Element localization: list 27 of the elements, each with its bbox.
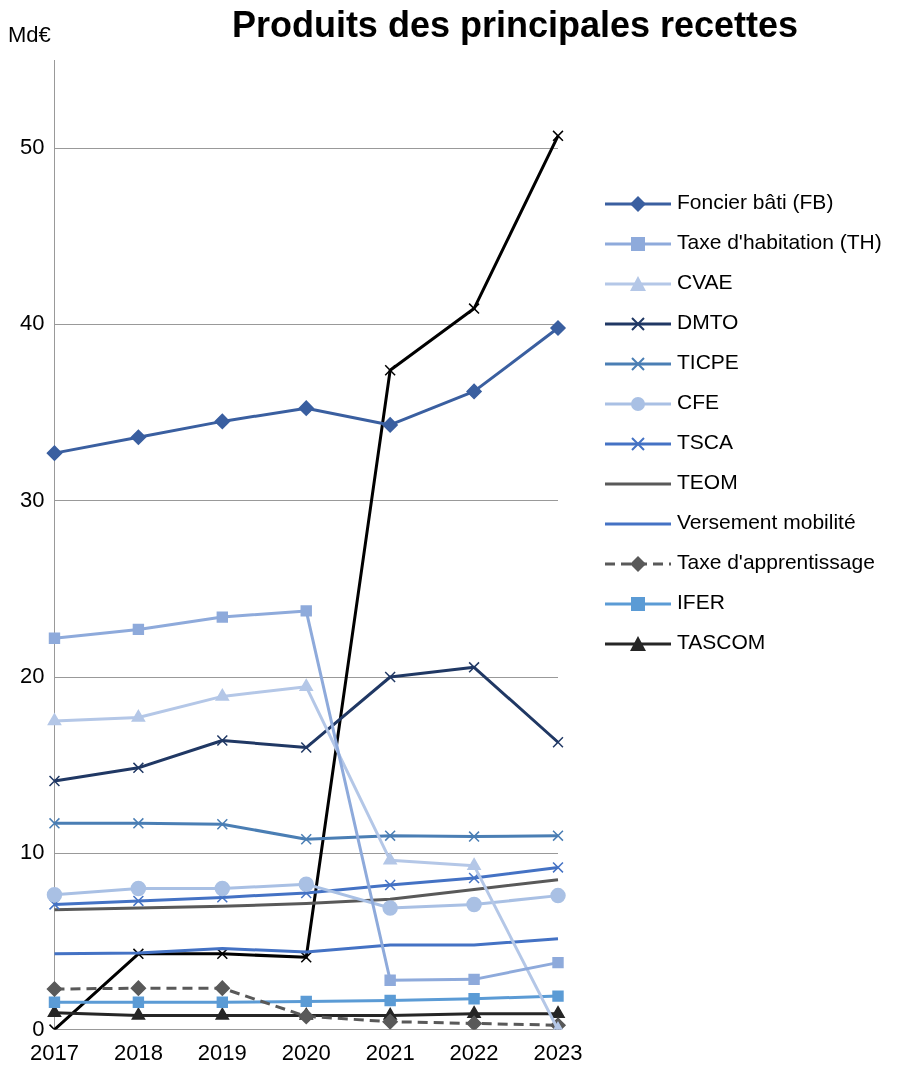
legend-label: IFER — [677, 590, 725, 614]
y-tick-label: 40 — [19, 310, 45, 336]
chart-title: Produits des principales recettes — [230, 4, 800, 46]
y-tick-label: 30 — [19, 486, 45, 512]
y-tick-label: 50 — [19, 134, 45, 160]
legend-label: Taxe d'apprentissage — [677, 550, 875, 574]
legend-label: CFE — [677, 390, 719, 414]
x-tick-label: 2018 — [113, 1039, 163, 1065]
x-tick-label: 2017 — [29, 1039, 79, 1065]
y-tick-label: 0 — [32, 1015, 45, 1041]
x-tick-label: 2021 — [365, 1039, 415, 1065]
y-tick-label: 10 — [19, 839, 45, 865]
y-tick-label: 20 — [19, 663, 45, 689]
legend-label: TSCA — [677, 430, 734, 454]
legend-label: TICPE — [677, 350, 739, 374]
legend-label: Foncier bâti (FB) — [677, 190, 834, 214]
legend-label: Taxe d'habitation (TH) — [677, 230, 882, 254]
x-tick-label: 2020 — [281, 1039, 331, 1065]
legend-label: Versement mobilité — [677, 510, 856, 534]
x-tick-label: 2022 — [449, 1039, 499, 1065]
legend-label: TASCOM — [677, 630, 766, 654]
x-tick-label: 2019 — [197, 1039, 247, 1065]
x-tick-label: 2023 — [533, 1039, 583, 1065]
legend-label: DMTO — [677, 310, 739, 334]
y-axis-title: Md€ — [8, 22, 51, 48]
legend-label: TEOM — [677, 470, 738, 494]
legend-label: CVAE — [677, 270, 733, 294]
